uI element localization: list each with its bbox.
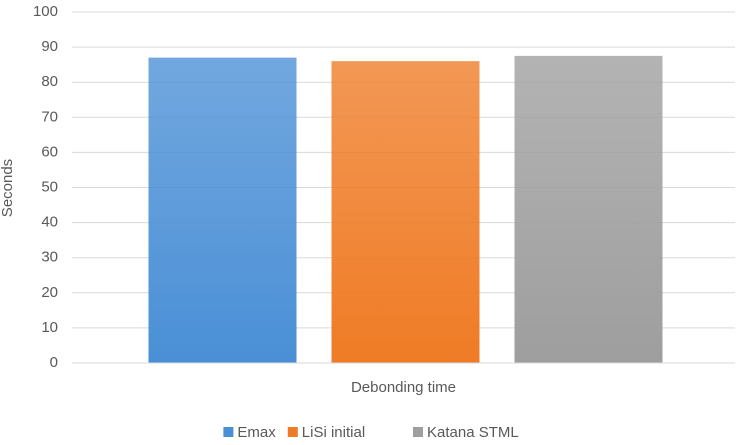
y-tick-label: 30 (41, 249, 58, 266)
bar (148, 57, 297, 363)
legend-swatch (223, 427, 234, 437)
y-tick-label: 20 (41, 284, 58, 301)
y-tick-label: 100 (33, 3, 58, 20)
y-tick-label: 80 (41, 73, 58, 90)
legend-swatch (287, 427, 298, 437)
legend-label: Katana STML (427, 424, 519, 441)
y-tick-label: 70 (41, 108, 58, 125)
bar (331, 61, 480, 363)
legend-label: Emax (237, 424, 276, 441)
y-tick-label: 40 (41, 214, 58, 231)
y-axis-label: Seconds (0, 159, 16, 217)
y-tick-label: 10 (41, 319, 58, 336)
legend-swatch (413, 427, 423, 437)
y-tick-label: 50 (41, 178, 58, 195)
y-tick-label: 60 (41, 143, 58, 160)
y-tick-label: 0 (50, 354, 58, 371)
bar (514, 55, 663, 363)
legend-label: LiSi initial (302, 424, 365, 441)
x-tick-label: Debonding time (351, 379, 456, 396)
y-tick-label: 90 (41, 38, 58, 55)
